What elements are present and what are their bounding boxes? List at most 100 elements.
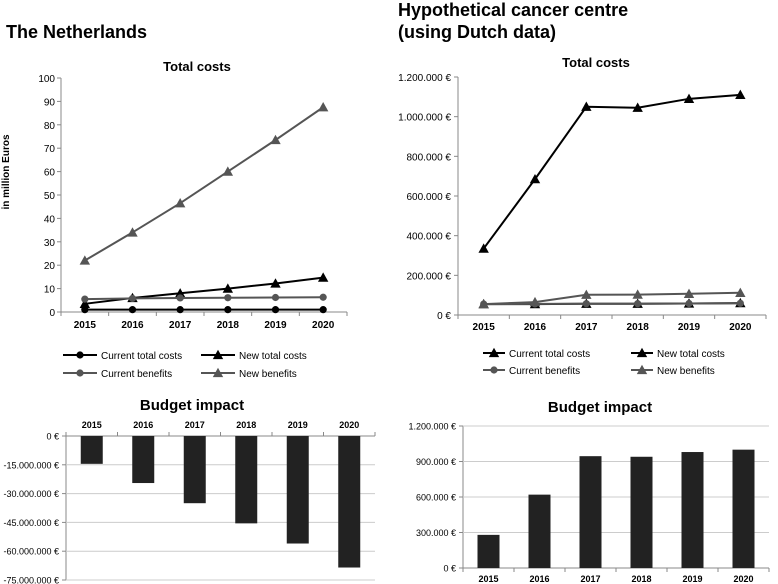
- chart-2-series-current-total-costs-line: [482, 93, 741, 250]
- chart-2-y-tick-label: 200.000 €: [407, 271, 452, 282]
- chart-1-legend-current-total-costs-label: Current total costs: [101, 351, 182, 362]
- chart-2-title: Total costs: [562, 55, 630, 70]
- chart-1-y-tick-label: 60: [44, 168, 56, 179]
- right-heading-line-2: (using Dutch data): [398, 22, 556, 42]
- chart-2-series-new-benefits-point: [632, 289, 643, 299]
- chart-2-y-tick-label: 1.000.000 €: [398, 113, 451, 124]
- chart-3-x-tick-label: 2015: [82, 420, 102, 430]
- chart-4-x-tick-label: 2019: [682, 574, 702, 584]
- chart-2-y-tick-label: 600.000 €: [407, 192, 452, 203]
- chart-1-series-current-total-costs-point: [128, 306, 137, 314]
- chart-2-series-current-benefits-point: [685, 299, 693, 308]
- chart-4-bar: [681, 452, 704, 568]
- chart-1-legend-new-benefits-label: New benefits: [239, 369, 297, 380]
- chart-3-x-tick-label: 2016: [133, 420, 153, 430]
- chart-3-title: Budget impact: [140, 397, 244, 414]
- chart-1-legend-current-total-costs-marker: [76, 351, 84, 359]
- chart-1-legend-current-benefits-label: Current benefits: [101, 369, 172, 380]
- chart-3-x-tick-label: 2019: [288, 420, 308, 430]
- chart-1-series-new-benefits-point: [222, 166, 234, 176]
- chart-3-bar: [80, 436, 103, 464]
- chart-2-legend-new-total-costs-label: New total costs: [657, 349, 725, 360]
- chart-2-x-tick-label: 2019: [678, 322, 701, 333]
- chart-1-legend-current-benefits-marker: [76, 369, 84, 377]
- chart-1-y-tick-label: 50: [44, 191, 56, 202]
- right-heading-line-1: Hypothetical cancer centre: [398, 0, 629, 20]
- chart-3-y-tick-label: 0 €: [46, 432, 59, 442]
- chart-1-y-tick-label: 40: [44, 214, 56, 225]
- chart-2-legend-current-benefits-label: Current benefits: [509, 366, 580, 377]
- chart-1-x-tick-label: 2017: [169, 320, 192, 331]
- chart-2-y-tick-label: 800.000 €: [407, 152, 452, 163]
- chart-1-series-current-total-costs-point: [176, 306, 184, 314]
- chart-1-series-current-benefits-point: [224, 294, 232, 302]
- chart-1-x-tick-label: 2020: [312, 320, 335, 331]
- chart-2-series-new-benefits-point: [683, 288, 695, 298]
- chart-2-series-current-benefits-point: [634, 300, 642, 308]
- chart-4-x-tick-label: 2017: [580, 574, 600, 584]
- chart-2-legend-current-total-costs-marker: [488, 347, 500, 358]
- chart-4-x-tick-label: 2020: [733, 574, 753, 584]
- chart-2-series-current-benefits-point: [582, 300, 590, 308]
- chart-1-y-axis-label: in million Euros: [1, 134, 12, 209]
- chart-2-series-new-benefits-point: [529, 296, 541, 307]
- chart-1-x-tick-label: 2018: [217, 320, 240, 331]
- chart-3-bar: [286, 436, 309, 544]
- chart-1-series-new-total-costs-point: [79, 298, 91, 308]
- chart-3-y-tick-label: -15.000.000 €: [3, 460, 59, 470]
- chart-1-y-tick-label: 20: [44, 261, 56, 272]
- chart-1-series-current-total-costs-point: [319, 306, 327, 314]
- chart-4-x-tick-label: 2018: [631, 574, 651, 584]
- chart-2-x-tick-label: 2015: [473, 322, 496, 333]
- chart-3-x-tick-label: 2017: [185, 420, 205, 430]
- chart-2-series-new-benefits-line: [483, 291, 741, 306]
- chart-2-series-current-total-costs-point: [683, 93, 695, 103]
- chart-1-series-new-total-costs-point: [174, 288, 186, 298]
- chart-2-y-tick-label: 400.000 €: [407, 232, 452, 243]
- chart-3-y-tick-label: -75.000.000 €: [3, 576, 59, 584]
- chart-1-series-current-benefits-point: [271, 293, 280, 302]
- chart-2-series-new-benefits-point: [581, 289, 592, 299]
- left-heading: The Netherlands: [6, 22, 148, 42]
- chart-1-series-current-benefits-point: [319, 293, 327, 301]
- chart-1-y-tick-label: 0: [49, 308, 55, 319]
- chart-4-y-tick-label: 0 €: [443, 564, 456, 574]
- chart-1-y-tick-label: 80: [44, 121, 56, 132]
- chart-2-y-tick-label: 1.200.000 €: [398, 73, 451, 84]
- chart-2-x-tick-label: 2017: [575, 322, 598, 333]
- chart-1-y-tick-label: 100: [38, 74, 55, 85]
- chart-4-x-tick-label: 2015: [478, 574, 498, 584]
- chart-2-x-tick-label: 2016: [524, 322, 547, 333]
- chart-4-y-tick-label: 300.000 €: [416, 528, 456, 538]
- chart-1-series-current-total-costs-point: [271, 306, 280, 314]
- chart-2-legend-new-total-costs-marker: [636, 347, 648, 358]
- chart-1-legend-new-total-costs-marker: [212, 349, 224, 360]
- chart-1-series-new-total-costs-point: [270, 278, 281, 288]
- chart-2-series-current-total-costs-point: [581, 101, 592, 111]
- chart-1-series-new-total-costs-point: [317, 272, 329, 282]
- chart-1-x-tick-label: 2019: [264, 320, 287, 331]
- chart-2-series-new-benefits-point: [735, 287, 746, 297]
- chart-1-title: Total costs: [163, 59, 231, 74]
- chart-1-y-tick-label: 90: [44, 97, 56, 108]
- chart-1-y-tick-label: 10: [44, 285, 56, 296]
- chart-3-bar: [132, 436, 155, 484]
- chart-1-series-current-benefits-line: [84, 296, 324, 301]
- chart-1-series-new-total-costs-line: [84, 276, 324, 305]
- chart-4-title: Budget impact: [548, 399, 652, 416]
- chart-4-bar: [477, 534, 500, 568]
- chart-4-y-tick-label: 600.000 €: [416, 493, 456, 503]
- chart-2-series-new-benefits-point: [478, 298, 489, 309]
- chart-1-series-current-total-costs-point: [224, 306, 232, 314]
- chart-1-series-new-benefits-line: [84, 106, 324, 262]
- chart-4-bar: [630, 456, 653, 568]
- chart-1-x-tick-label: 2015: [74, 320, 97, 331]
- chart-3-x-tick-label: 2018: [236, 420, 256, 430]
- chart-1-series-current-benefits-point: [176, 294, 184, 302]
- chart-4-y-tick-label: 900.000 €: [416, 457, 456, 467]
- chart-1-y-tick-label: 30: [44, 238, 56, 249]
- chart-1-series-new-benefits-point: [127, 227, 138, 237]
- chart-4-bar: [528, 494, 551, 568]
- chart-2-x-tick-label: 2018: [627, 322, 650, 333]
- chart-3-y-tick-label: -45.000.000 €: [3, 518, 59, 528]
